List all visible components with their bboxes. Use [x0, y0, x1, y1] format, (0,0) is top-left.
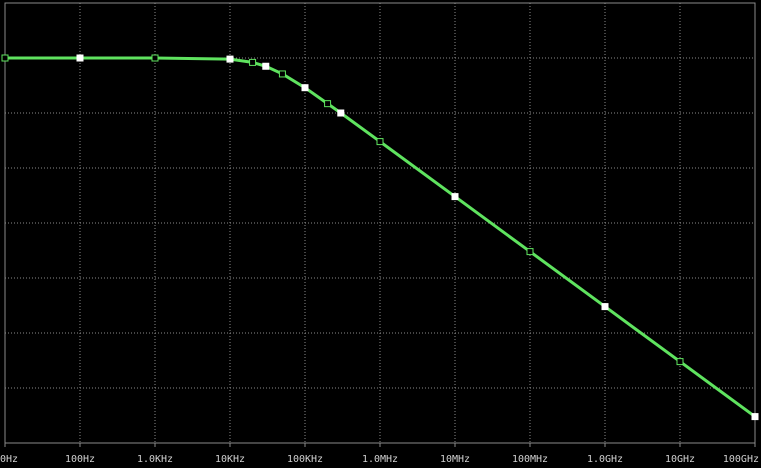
point-marker — [451, 193, 459, 201]
series-line — [5, 56, 756, 418]
point-marker — [376, 138, 384, 146]
point-marker — [1, 54, 9, 62]
point-marker — [278, 70, 286, 78]
point-marker — [337, 109, 345, 117]
x-tick-label: 10MHz — [440, 454, 470, 465]
point-marker — [751, 413, 759, 421]
point-marker — [262, 62, 270, 70]
point-marker — [324, 100, 332, 108]
point-marker — [301, 84, 309, 92]
point-marker — [526, 248, 534, 256]
x-tick-label: 1.0KHz — [137, 454, 173, 465]
point-marker — [601, 303, 609, 311]
point-marker — [226, 55, 234, 63]
x-tick-label: 10GHz — [665, 454, 695, 465]
x-tick-label: 10KHz — [215, 454, 245, 465]
x-tick-label: 100GHz — [723, 454, 759, 465]
point-marker — [249, 58, 257, 66]
point-marker — [76, 54, 84, 62]
x-tick-label: 1.0GHz — [587, 454, 623, 465]
x-tick-label: 0Hz — [0, 454, 18, 465]
point-marker — [151, 54, 159, 62]
x-tick-label: 1.0MHz — [362, 454, 398, 465]
x-tick-label: 100KHz — [287, 454, 323, 465]
point-marker — [676, 358, 684, 366]
x-tick-label: 100MHz — [512, 454, 548, 465]
x-tick-label: 100Hz — [65, 454, 95, 465]
